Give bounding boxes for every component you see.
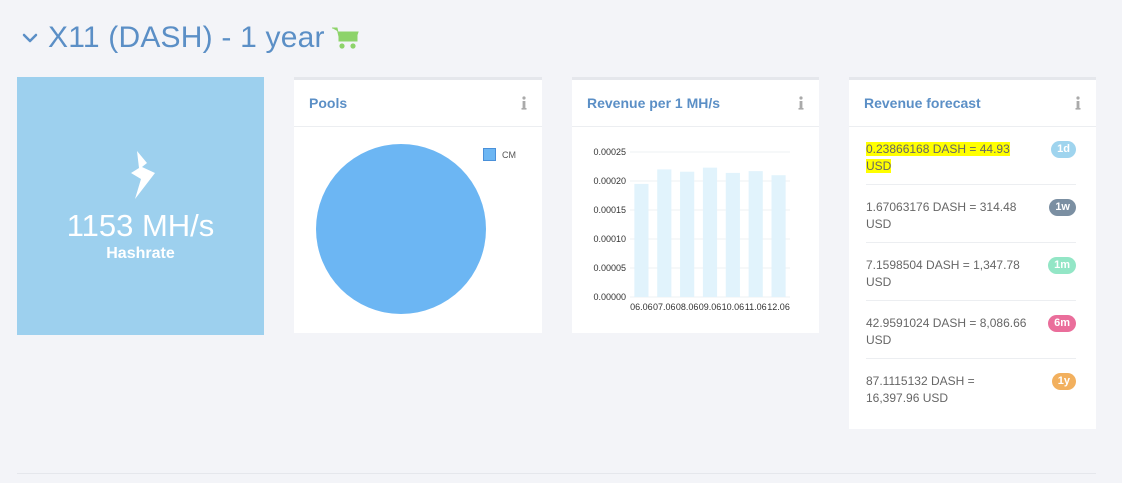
period-badge: 1w: [1049, 199, 1076, 216]
y-tick-label: 0.00000: [593, 292, 626, 302]
bar[interactable]: [725, 172, 740, 297]
card-header: Pools: [294, 80, 542, 127]
x-tick-label: 09.06: [699, 302, 722, 312]
forecast-item: 7.1598504 DASH = 1,347.78 USD 1m: [866, 243, 1076, 301]
divider: [17, 473, 1096, 474]
card-title: Pools: [309, 95, 348, 111]
bar[interactable]: [657, 169, 672, 297]
x-tick-label: 12.06: [767, 302, 790, 312]
period-badge: 6m: [1048, 315, 1076, 332]
bar[interactable]: [634, 183, 649, 297]
bar[interactable]: [748, 171, 763, 297]
period-badge: 1d: [1051, 141, 1076, 158]
hashrate-card: 1153 MH/s Hashrate: [17, 77, 264, 335]
legend-label: CM: [502, 149, 516, 160]
y-tick-label: 0.00005: [593, 263, 626, 273]
y-tick-label: 0.00020: [593, 176, 626, 186]
revenue-card: Revenue per 1 MH/s 0.00000 0.00005 0.00010…: [572, 77, 819, 333]
period-badge: 1y: [1051, 373, 1076, 390]
pools-card: Pools CM: [294, 77, 542, 333]
info-icon[interactable]: [1074, 96, 1082, 110]
x-tick-label: 11.06: [745, 302, 767, 312]
forecast-item: 42.9591024 DASH = 8,086.66 USD 6m: [866, 301, 1076, 359]
forecast-value: 1.67063176 DASH = 314.48 USD: [866, 200, 1017, 231]
page-title: X11 (DASH) - 1 year: [48, 21, 325, 54]
forecast-list: 0.23866168 DASH = 44.93 USD 1d 1.6706317…: [849, 127, 1096, 417]
chevron-down-icon[interactable]: [20, 28, 40, 48]
x-tick-label: 07.06: [653, 302, 676, 312]
x-tick-label: 08.06: [676, 302, 699, 312]
x-tick-label: 06.06: [630, 302, 653, 312]
y-tick-label: 0.00015: [593, 205, 626, 215]
legend-swatch[interactable]: [483, 148, 496, 161]
hashrate-value: 1153 MH/s: [66, 208, 215, 243]
card-title: Revenue forecast: [864, 95, 981, 111]
card-header: Revenue per 1 MH/s: [572, 80, 819, 127]
forecast-value: 87.1115132 DASH = 16,397.96 USD: [866, 374, 975, 405]
forecast-item: 0.23866168 DASH = 44.93 USD 1d: [866, 127, 1076, 185]
info-icon[interactable]: [797, 96, 805, 110]
period-badge: 1m: [1048, 257, 1076, 274]
forecast-value: 7.1598504 DASH = 1,347.78 USD: [866, 258, 1020, 289]
info-icon[interactable]: [520, 96, 528, 110]
x-tick-label: 10.06: [722, 302, 745, 312]
card-header: Revenue forecast: [849, 80, 1096, 127]
bar[interactable]: [702, 167, 718, 297]
y-tick-label: 0.00025: [593, 147, 626, 157]
bar[interactable]: [680, 171, 695, 297]
revenue-bar-chart: 0.00000 0.00005 0.00010 0.00015 0.00020 0.000…: [593, 147, 790, 312]
shopping-cart-icon[interactable]: [331, 25, 361, 51]
pie-legend: CM: [483, 148, 516, 161]
pie-chart: [316, 144, 486, 314]
forecast-value: 0.23866168 DASH = 44.93 USD: [866, 142, 1010, 173]
pie-slice-cm[interactable]: [316, 144, 486, 314]
y-tick-label: 0.00010: [593, 234, 626, 244]
forecast-value: 42.9591024 DASH = 8,086.66 USD: [866, 316, 1027, 347]
bar[interactable]: [771, 175, 786, 297]
card-title: Revenue per 1 MH/s: [587, 95, 721, 111]
section-header: X11 (DASH) - 1 year: [20, 18, 361, 58]
lightning-bolt-icon: [131, 151, 155, 199]
forecast-card: Revenue forecast 0.23866168 DASH = 44.93…: [849, 77, 1096, 429]
hashrate-label: Hashrate: [106, 245, 175, 262]
forecast-item: 87.1115132 DASH = 16,397.96 USD 1y: [866, 359, 1076, 417]
forecast-item: 1.67063176 DASH = 314.48 USD 1w: [866, 185, 1076, 243]
